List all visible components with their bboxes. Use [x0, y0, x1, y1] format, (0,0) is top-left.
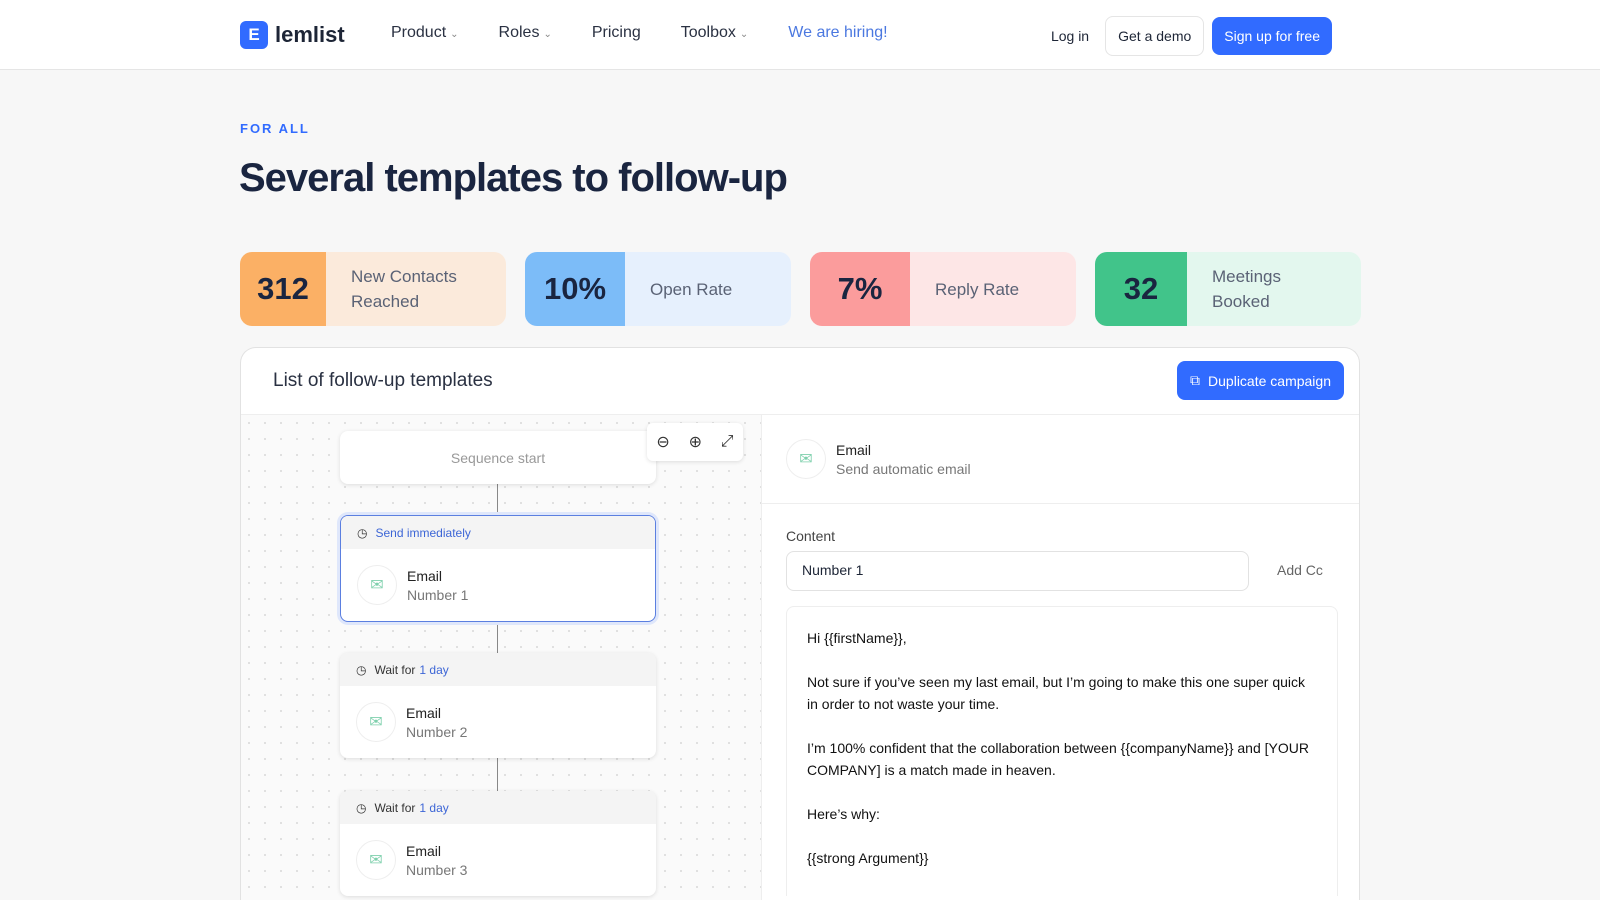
logo-text: lemlist: [275, 22, 345, 47]
clock-icon: ◷: [357, 525, 368, 540]
detail-subtitle: Send automatic email: [836, 460, 971, 477]
eyebrow: FOR ALL: [240, 121, 310, 136]
step-type: Email: [407, 567, 443, 584]
zoom-out-icon[interactable]: ⊖: [656, 434, 670, 451]
button-label: Duplicate campaign: [1208, 372, 1331, 389]
detail-type: Email: [836, 441, 872, 458]
stat-card: 32 Meetings Booked: [1095, 252, 1361, 326]
stat-label: Open Rate: [650, 279, 733, 299]
mail-icon: ✉: [356, 840, 396, 880]
body-line: Hi {{firstName}},: [807, 630, 907, 646]
content-label: Content: [786, 528, 836, 544]
login-link[interactable]: Log in: [1050, 28, 1090, 44]
demo-button[interactable]: Get a demo: [1105, 16, 1205, 56]
stat-value: 7%: [810, 252, 910, 326]
sequence-canvas[interactable]: Sequence start ⊖ ⊕ ⤢ ◷ Send immediately ✉ Em…: [241, 415, 761, 900]
body-line: {{strong Argument}}: [807, 850, 929, 866]
connector: [497, 758, 498, 792]
wait-value: 1 day: [419, 800, 449, 815]
email-body-editor[interactable]: Hi {{firstName}}, Not sure if you’ve see…: [786, 606, 1338, 896]
panel-title: List of follow-up templates: [273, 370, 493, 391]
step-name: Number 2: [406, 723, 468, 740]
connector: [497, 620, 498, 654]
body-line: Here’s why:: [807, 806, 880, 822]
duplicate-campaign-button[interactable]: ⧉ Duplicate campaign: [1177, 361, 1344, 400]
chevron-down-icon: ⌄: [450, 29, 459, 40]
mail-icon: ✉: [357, 565, 397, 605]
stat-card: 312 New Contacts Reached: [240, 252, 506, 326]
nav-toolbox[interactable]: Toolbox ⌄: [681, 24, 749, 42]
wait-value: 1 day: [419, 662, 449, 677]
chevron-down-icon: ⌄: [739, 29, 749, 40]
mail-icon: ✉: [356, 702, 396, 742]
signup-button[interactable]: Sign up for free: [1212, 17, 1332, 55]
stat-card: 7% Reply Rate: [810, 252, 1076, 326]
stat-value: 312: [240, 252, 326, 326]
stat-label: New Contacts Reached: [351, 267, 457, 311]
clock-icon: ◷: [356, 800, 367, 815]
step-node[interactable]: ◷ Wait for 1 day ✉ Email Number 3: [340, 791, 656, 896]
expand-icon[interactable]: ⤢: [720, 433, 734, 450]
stat-label: Reply Rate: [935, 279, 1020, 299]
step-timing: Wait for: [374, 662, 416, 677]
zoom-in-icon[interactable]: ⊕: [688, 434, 702, 451]
sequence-start: Sequence start: [340, 431, 656, 484]
page-title: Several templates to follow-up: [239, 156, 788, 200]
subject-input[interactable]: Number 1: [786, 551, 1249, 591]
step-node[interactable]: ◷ Send immediately ✉ Email Number 1: [340, 515, 656, 622]
stat-value: 10%: [525, 252, 625, 326]
body-line: I’m 100% confident that the collaboratio…: [807, 740, 1309, 778]
step-name: Number 3: [406, 861, 468, 878]
connector: [497, 484, 498, 516]
nav-pricing[interactable]: Pricing: [591, 24, 641, 41]
nav-product[interactable]: Product ⌄: [391, 24, 459, 42]
stat-value: 32: [1095, 252, 1187, 326]
step-node[interactable]: ◷ Wait for 1 day ✉ Email Number 2: [340, 653, 656, 758]
logo-mark: E: [240, 21, 268, 49]
chevron-down-icon: ⌄: [543, 29, 552, 40]
copy-icon: ⧉: [1190, 372, 1201, 388]
hiring-link[interactable]: We are hiring!: [788, 24, 888, 41]
step-type: Email: [406, 704, 442, 721]
nav-label: Product: [391, 24, 447, 41]
step-name: Number 1: [407, 586, 469, 603]
add-cc-button[interactable]: Add Cc: [1277, 562, 1323, 578]
step-detail: ✉ Email Send automatic email Content Numbe…: [761, 415, 1359, 900]
clock-icon: ◷: [356, 662, 367, 677]
step-type: Email: [406, 842, 442, 859]
mail-icon: ✉: [786, 439, 826, 479]
nav-label: Roles: [498, 24, 540, 41]
stat-card: 10% Open Rate: [525, 252, 791, 326]
nav-label: Toolbox: [680, 24, 736, 41]
nav-roles[interactable]: Roles ⌄: [499, 24, 552, 42]
templates-panel: List of follow-up templates ⧉ Duplicate c…: [240, 347, 1360, 900]
body-line: Not sure if you’ve seen my last email, b…: [807, 674, 1306, 712]
step-timing: Send immediately: [375, 525, 471, 540]
step-timing: Wait for: [374, 800, 416, 815]
stat-label: Meetings Booked: [1212, 267, 1281, 311]
zoom-controls: ⊖ ⊕ ⤢: [647, 423, 743, 461]
